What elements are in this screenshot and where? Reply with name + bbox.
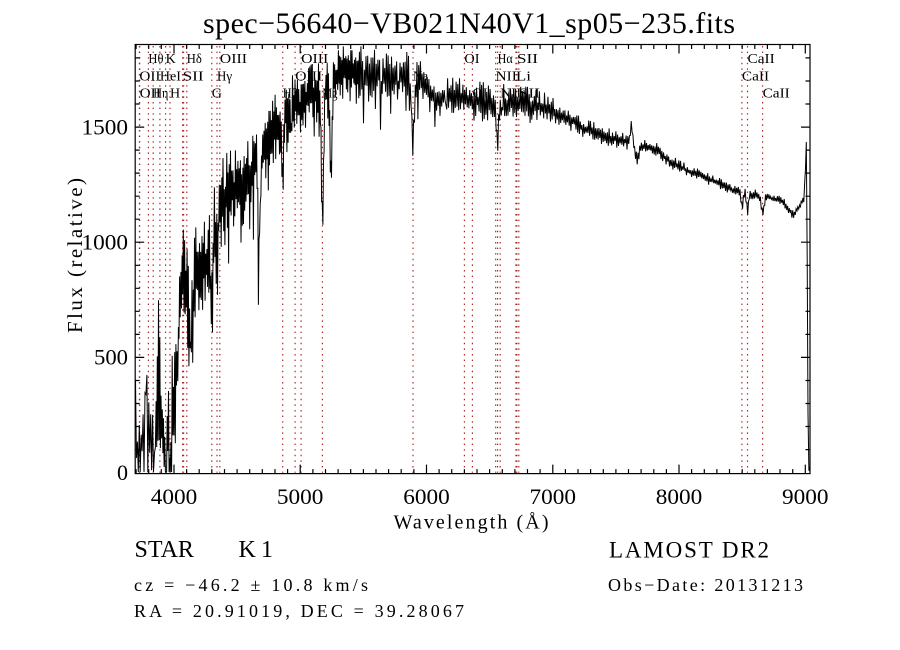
svg-text:Mg: Mg [322, 87, 337, 102]
svg-text:SII: SII [517, 52, 538, 67]
svg-text:8000: 8000 [656, 484, 703, 509]
svg-text:CaII: CaII [763, 87, 791, 102]
svg-text:0: 0 [117, 460, 128, 485]
svg-text:6000: 6000 [403, 484, 450, 509]
svg-text:Hθ: Hθ [148, 52, 163, 67]
svg-text:OII: OII [140, 87, 161, 102]
svg-text:SII: SII [183, 70, 204, 85]
svg-text:7000: 7000 [530, 484, 577, 509]
svg-text:H: H [170, 87, 180, 102]
svg-text:Hη: Hη [153, 87, 168, 102]
svg-text:K: K [166, 52, 176, 67]
svg-text:spec−56640−VB021N40V1_sp05−235: spec−56640−VB021N40V1_sp05−235.fits [203, 7, 735, 40]
svg-text:500: 500 [94, 345, 128, 370]
svg-text:1000: 1000 [82, 229, 129, 254]
svg-text:Na: Na [413, 70, 429, 85]
svg-text:Hγ: Hγ [217, 70, 232, 85]
svg-text:cz = −46.2 ± 10.8 km/s: cz = −46.2 ± 10.8 km/s [134, 575, 368, 595]
svg-text:CaII: CaII [748, 52, 776, 67]
svg-text:OI: OI [464, 52, 479, 67]
svg-text:1500: 1500 [82, 114, 129, 139]
svg-text:Hα: Hα [498, 52, 514, 67]
svg-text:OIII: OIII [295, 70, 323, 85]
svg-text:STAR: STAR [135, 537, 194, 563]
svg-text:Hβ: Hβ [283, 87, 298, 102]
svg-text:5000: 5000 [277, 484, 324, 509]
svg-text:OIII: OIII [301, 52, 329, 67]
svg-text:OII: OII [139, 70, 160, 85]
svg-text:G: G [212, 87, 222, 102]
svg-text:4000: 4000 [151, 484, 198, 509]
svg-text:NII: NII [496, 70, 517, 85]
svg-text:OI: OI [472, 87, 487, 102]
svg-text:OIII: OIII [220, 52, 248, 67]
svg-text:NII: NII [500, 87, 521, 102]
svg-text:LAMOST DR2: LAMOST DR2 [609, 538, 769, 563]
svg-text:K1: K1 [239, 537, 274, 563]
svg-text:9000: 9000 [782, 484, 829, 509]
svg-text:Li: Li [516, 70, 531, 85]
svg-text:Wavelength (Å): Wavelength (Å) [394, 512, 549, 534]
svg-text:HeI: HeI [160, 70, 181, 85]
svg-text:SII: SII [519, 87, 540, 102]
svg-text:CaII: CaII [742, 70, 770, 85]
svg-text:Flux (relative): Flux (relative) [63, 178, 87, 333]
svg-text:Hδ: Hδ [187, 52, 202, 67]
